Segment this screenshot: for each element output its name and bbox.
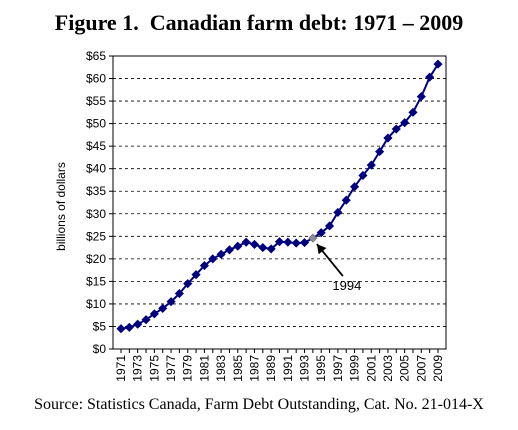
y-tick-label: $10	[86, 297, 106, 311]
data-point	[124, 322, 134, 332]
data-point	[291, 238, 301, 248]
data-point	[299, 238, 310, 248]
x-tick-label: 1995	[314, 355, 328, 382]
y-tick-label: $5	[93, 319, 107, 333]
x-tick-label: 1993	[298, 355, 312, 382]
y-tick-label: $30	[86, 207, 106, 221]
x-tick-label: 1997	[331, 355, 345, 382]
data-point	[158, 303, 168, 313]
x-tick-label: 2003	[381, 355, 395, 382]
data-point	[183, 279, 193, 289]
data-point	[141, 315, 151, 325]
y-tick-label: $15	[86, 274, 106, 288]
data-point	[233, 241, 243, 251]
data-point	[224, 245, 235, 255]
x-tick-label: 1981	[197, 355, 211, 382]
x-tick-label: 2001	[364, 355, 378, 382]
y-tick-label: $50	[86, 117, 106, 131]
annotation-label: 1994	[332, 278, 361, 293]
x-tick-label: 1971	[114, 355, 128, 382]
y-tick-label: $55	[86, 94, 106, 108]
data-point	[116, 324, 126, 334]
data-point	[241, 237, 251, 247]
x-tick-label: 1979	[181, 355, 195, 382]
data-point	[416, 92, 426, 102]
data-point	[174, 288, 184, 299]
x-tick-label: 2007	[414, 355, 428, 382]
data-point	[316, 228, 326, 238]
data-point	[208, 254, 218, 264]
data-point	[433, 59, 443, 69]
data-point	[283, 237, 293, 247]
y-tick-label: $0	[93, 342, 107, 356]
x-tick-label: 1991	[281, 355, 295, 382]
data-point	[408, 107, 418, 117]
x-tick-label: 1975	[147, 355, 161, 382]
data-point	[274, 237, 285, 247]
x-tick-label: 1973	[131, 355, 145, 382]
y-tick-label: $45	[86, 139, 106, 153]
data-point	[333, 207, 343, 217]
data-point	[324, 221, 335, 231]
x-tick-label: 2009	[431, 355, 445, 382]
data-point	[258, 243, 268, 253]
data-point	[133, 319, 143, 329]
data-point	[391, 124, 401, 134]
figure-title: Figure 1. Canadian farm debt: 1971 – 200…	[54, 10, 464, 35]
data-point	[199, 261, 209, 271]
data-point	[358, 170, 368, 181]
gridlines	[113, 78, 446, 327]
x-tick-label: 1985	[231, 355, 245, 382]
data-point	[366, 160, 376, 170]
data-point	[400, 118, 410, 128]
y-tick-label: $65	[86, 49, 106, 63]
data-point	[249, 239, 260, 249]
data-point	[425, 72, 435, 82]
data-point	[341, 195, 351, 205]
y-axis-label: billions of dollars	[54, 162, 68, 251]
data-point	[166, 297, 176, 307]
annotations: 1994	[316, 243, 361, 293]
y-tick-label: $60	[86, 72, 106, 86]
data-point	[383, 133, 393, 143]
data-point-highlighted	[308, 233, 318, 243]
y-tick-label: $40	[86, 162, 106, 176]
data-points	[116, 59, 443, 334]
y-tick-label: $20	[86, 252, 106, 266]
data-point	[191, 270, 201, 280]
source-note: Source: Statistics Canada, Farm Debt Out…	[34, 396, 484, 413]
y-axis-ticks: $0 $5 $10 $15 $20 $25 $30 $35 $40 $45 $50 $55 $60 $65	[86, 49, 113, 356]
x-tick-label: 1977	[164, 355, 178, 382]
x-tick-label: 1983	[214, 355, 228, 382]
x-tick-label: 1999	[348, 355, 362, 382]
data-point	[266, 244, 276, 254]
x-tick-label: 1989	[264, 355, 278, 382]
data-point	[350, 182, 360, 192]
data-point	[149, 309, 159, 319]
x-axis-ticks: 1971 1973 1975 1977 1979 1981 1983 1985 1987 1989…	[114, 349, 445, 382]
y-tick-label: $25	[86, 229, 106, 243]
data-point	[216, 249, 226, 259]
x-tick-label: 2005	[398, 355, 412, 382]
data-point	[375, 146, 385, 157]
y-tick-label: $35	[86, 184, 106, 198]
annotation-arrowhead	[316, 244, 327, 255]
x-tick-label: 1987	[247, 355, 261, 382]
